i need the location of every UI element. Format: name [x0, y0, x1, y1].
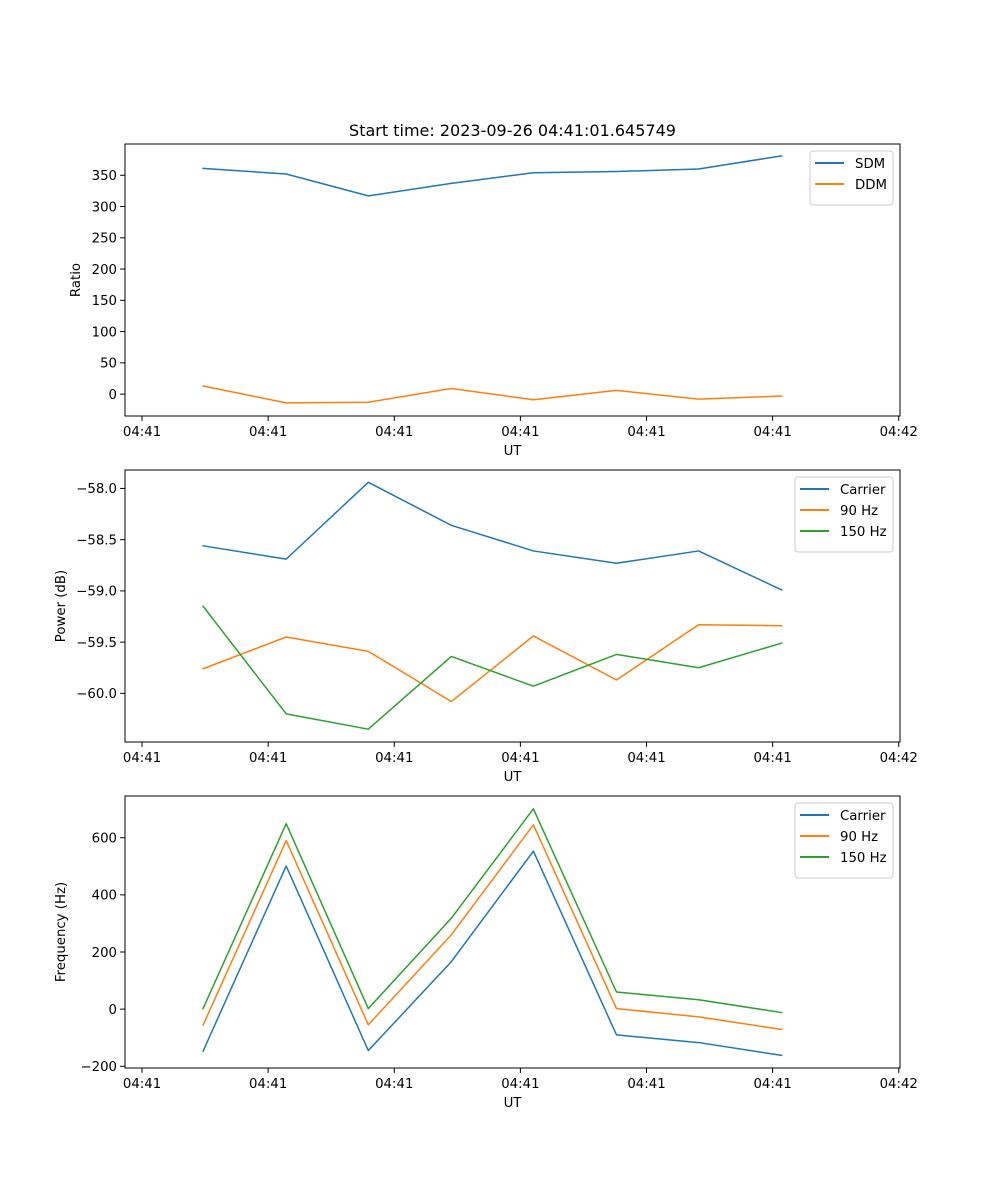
y-tick-label: −58.5 — [76, 533, 117, 548]
x-tick-label: 04:41 — [249, 425, 287, 440]
y-tick-label: 150 — [92, 294, 117, 309]
legend: SDM DDM — [809, 150, 894, 206]
legend-label: 150 Hz — [840, 525, 887, 540]
x-tick-label: 04:41 — [123, 1077, 161, 1092]
x-tick-label: 04:41 — [375, 425, 413, 440]
series-line-carrier — [202, 850, 783, 1057]
series-lines — [202, 155, 783, 404]
legend: Carrier 90 Hz 150 Hz — [794, 476, 894, 553]
y-tick-label: −60.0 — [76, 687, 117, 702]
series-line-150-hz — [202, 605, 783, 730]
axes-frame — [124, 469, 901, 743]
legend-item-carrier: Carrier — [800, 483, 886, 498]
x-tick-label: 04:41 — [375, 1077, 413, 1092]
x-axis-label: UT — [504, 444, 523, 459]
axes-frame — [124, 143, 901, 417]
x-tick-label: 04:41 — [753, 751, 791, 766]
x-tick-label: 04:41 — [627, 751, 665, 766]
series-lines — [202, 481, 783, 730]
x-tick-label: 04:42 — [880, 751, 918, 766]
legend-box — [809, 150, 894, 206]
y-tick-label: 200 — [92, 946, 117, 961]
x-tick-label: 04:42 — [880, 1077, 918, 1092]
legend-label: DDM — [855, 178, 887, 193]
y-axis-label: Frequency (Hz) — [54, 882, 69, 982]
legend-label: Carrier — [840, 483, 886, 498]
legend-label: SDM — [855, 157, 885, 172]
legend-item-ddm: DDM — [815, 178, 887, 193]
legend-item-150-hz: 150 Hz — [800, 525, 887, 540]
x-tick-label: 04:41 — [249, 751, 287, 766]
legend-item-150-hz: 150 Hz — [800, 851, 887, 866]
legend-label: 90 Hz — [840, 830, 878, 845]
x-tick-label: 04:41 — [501, 425, 539, 440]
y-tick-label: 0 — [109, 1003, 117, 1018]
y-tick-label: 400 — [92, 889, 117, 904]
y-tick-label: 300 — [92, 200, 117, 215]
panel-frequency: 04:41 04:41 04:41 04:41 04:41 04:41 04:42 −200 0… — [54, 795, 918, 1111]
x-tick-label: 04:42 — [880, 425, 918, 440]
legend-item-carrier: Carrier — [800, 809, 886, 824]
y-tick-label: 0 — [109, 388, 117, 403]
panel-ratio: 04:41 04:41 04:41 04:41 04:41 04:41 04:42 0 50 10… — [69, 143, 918, 459]
x-tick-label: 04:41 — [501, 751, 539, 766]
legend-item-90-hz: 90 Hz — [800, 504, 878, 519]
series-line-150-hz — [202, 808, 783, 1014]
x-tick-label: 04:41 — [123, 425, 161, 440]
x-axis-label: UT — [504, 770, 523, 785]
y-tick-label: −58.0 — [76, 482, 117, 497]
x-tick-label: 04:41 — [123, 751, 161, 766]
x-axis-label: UT — [504, 1096, 523, 1111]
y-tick-label: 350 — [92, 169, 117, 184]
series-line-carrier — [202, 481, 783, 591]
x-tick-label: 04:41 — [753, 425, 791, 440]
series-lines — [202, 808, 783, 1057]
y-tick-label: −200 — [80, 1060, 117, 1075]
legend-label: 150 Hz — [840, 851, 887, 866]
legend-label: Carrier — [840, 809, 886, 824]
legend-box — [794, 476, 894, 553]
x-tick-label: 04:41 — [375, 751, 413, 766]
series-line-90-hz — [202, 824, 783, 1031]
series-line-sdm — [202, 155, 783, 197]
figure-title: Start time: 2023-09-26 04:41:01.645749 — [349, 121, 676, 140]
series-line-ddm — [202, 385, 783, 404]
y-axis-label: Power (dB) — [54, 570, 69, 642]
y-tick-label: −59.0 — [76, 585, 117, 600]
y-tick-label: 100 — [92, 325, 117, 340]
legend-item-sdm: SDM — [815, 157, 885, 172]
axes-frame — [124, 795, 901, 1069]
series-line-90-hz — [202, 623, 783, 703]
panel-power: 04:41 04:41 04:41 04:41 04:41 04:41 04:42 −60.0… — [54, 469, 918, 785]
legend: Carrier 90 Hz 150 Hz — [794, 802, 894, 879]
y-tick-label: 50 — [100, 357, 117, 372]
y-tick-label: 250 — [92, 232, 117, 247]
y-tick-label: 600 — [92, 832, 117, 847]
x-tick-label: 04:41 — [627, 425, 665, 440]
legend-item-90-hz: 90 Hz — [800, 830, 878, 845]
y-tick-label: 200 — [92, 263, 117, 278]
y-axis-label: Ratio — [69, 263, 84, 297]
y-tick-label: −59.5 — [76, 636, 117, 651]
x-tick-label: 04:41 — [627, 1077, 665, 1092]
legend-box — [794, 802, 894, 879]
x-tick-label: 04:41 — [501, 1077, 539, 1092]
legend-label: 90 Hz — [840, 504, 878, 519]
x-tick-label: 04:41 — [249, 1077, 287, 1092]
x-tick-label: 04:41 — [753, 1077, 791, 1092]
